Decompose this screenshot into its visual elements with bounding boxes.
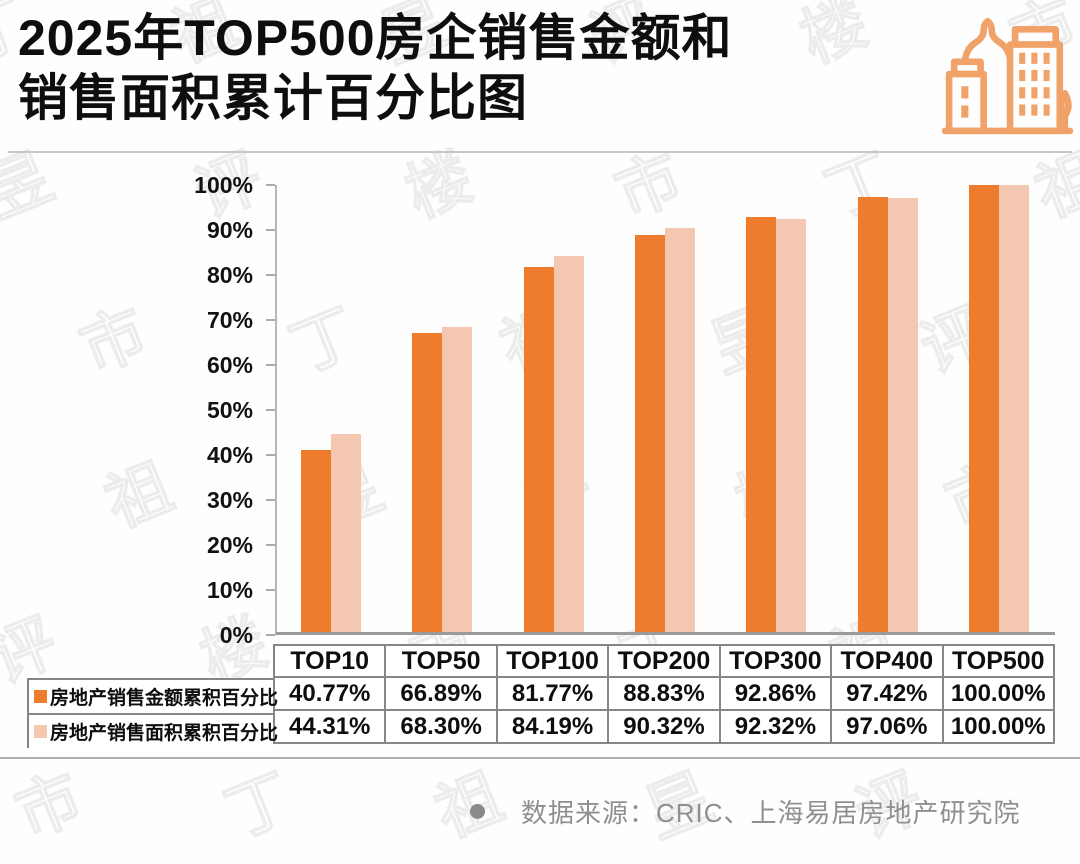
y-axis-tick-label: 30% xyxy=(206,487,253,513)
table-row: 44.31% 68.30% 84.19% 90.32% 92.32% 97.06% 100.… xyxy=(272,709,1056,744)
table-header-cell: TOP200 xyxy=(607,644,721,678)
bar-group-top10 xyxy=(275,185,386,632)
table-value-cell: 40.77% xyxy=(272,676,387,711)
plot-area xyxy=(275,185,1055,635)
y-axis-tick-label: 20% xyxy=(206,532,253,558)
y-axis-tick-mark xyxy=(266,364,275,366)
area-bar-top400 xyxy=(887,198,918,632)
header-divider xyxy=(8,151,1072,153)
bar-group-top300 xyxy=(721,185,832,632)
y-axis-tick-mark xyxy=(266,229,275,231)
table-value-cell: 90.32% xyxy=(607,709,721,744)
amount-bar-top200 xyxy=(634,234,665,632)
y-axis-tick-mark xyxy=(266,184,275,186)
legend-swatch-icon xyxy=(34,690,47,703)
table-value-cell: 97.42% xyxy=(830,676,944,711)
area-bar-top50 xyxy=(442,326,473,632)
amount-bar-top10 xyxy=(300,449,331,632)
table-value-cell: 100.00% xyxy=(941,676,1056,711)
y-axis-tick-label: 80% xyxy=(206,262,253,288)
table-header-cell: TOP300 xyxy=(718,644,833,678)
y-axis-tick-label: 40% xyxy=(206,442,253,468)
table-value-cell: 68.30% xyxy=(384,709,498,744)
table-value-cell: 44.31% xyxy=(272,709,387,744)
footer-divider xyxy=(0,757,1080,759)
table-header-cell: TOP500 xyxy=(941,644,1056,678)
y-axis-tick-mark xyxy=(266,589,275,591)
y-axis-tick-label: 70% xyxy=(206,307,253,333)
table-value-cell: 66.89% xyxy=(384,676,498,711)
y-axis-tick-mark xyxy=(266,544,275,546)
bar-group-top200 xyxy=(609,185,720,632)
y-axis-tick-mark xyxy=(266,499,275,501)
legend-row: 房地产销售金额累积百分比 xyxy=(29,680,278,713)
table-value-cell: 100.00% xyxy=(941,709,1056,744)
amount-bar-top400 xyxy=(857,196,888,632)
amount-bar-top500 xyxy=(969,185,1000,632)
bar-group-top400 xyxy=(832,185,943,632)
bar-group-top100 xyxy=(498,185,609,632)
y-axis-tick-label: 50% xyxy=(206,397,253,423)
legend-label: 房地产销售金额累积百分比 xyxy=(50,688,279,709)
y-axis-tick-mark xyxy=(266,274,275,276)
table-value-cell: 88.83% xyxy=(607,676,721,711)
legend-label: 房地产销售面积累积百分比 xyxy=(50,723,279,744)
amount-bar-top100 xyxy=(523,266,554,632)
table-value-cell: 97.06% xyxy=(830,709,944,744)
legend-swatch-icon xyxy=(34,725,47,738)
y-axis-tick-mark xyxy=(266,454,275,456)
area-bar-top100 xyxy=(553,255,584,632)
amount-bar-top50 xyxy=(412,333,443,632)
data-source-text: 数据来源：CRIC、上海易居房地产研究院 xyxy=(521,798,1021,828)
data-table: TOP10 TOP50 TOP100 TOP200 TOP300 TOP400 TOP500… xyxy=(272,644,1056,744)
y-axis-tick-label: 100% xyxy=(194,172,253,198)
table-value-cell: 92.32% xyxy=(718,709,833,744)
table-row: 40.77% 66.89% 81.77% 88.83% 92.86% 97.42% 100.… xyxy=(272,676,1056,711)
buildings-icon xyxy=(942,17,1074,135)
table-header-cell: TOP10 xyxy=(272,644,387,678)
bar-group-top50 xyxy=(386,185,497,632)
y-axis-tick-label: 90% xyxy=(206,217,253,243)
y-axis-tick-label: 60% xyxy=(206,352,253,378)
table-value-cell: 81.77% xyxy=(495,676,610,711)
table-header-cell: TOP100 xyxy=(495,644,610,678)
legend-row: 房地产销售面积累积百分比 xyxy=(29,713,278,748)
area-bar-top300 xyxy=(776,219,807,632)
footer: 数据来源：CRIC、上海易居房地产研究院 xyxy=(470,793,1021,830)
area-bar-top500 xyxy=(999,185,1030,632)
page-title: 2025年TOP500房企销售金额和 销售面积累计百分比图 xyxy=(18,8,733,128)
table-value-cell: 84.19% xyxy=(495,709,610,744)
y-axis-tick-label: 0% xyxy=(219,622,253,648)
table-header-cell: TOP50 xyxy=(384,644,498,678)
area-bar-top200 xyxy=(664,228,695,632)
table-header-cell: TOP400 xyxy=(830,644,944,678)
y-axis-tick-mark xyxy=(266,634,275,636)
y-axis-tick-mark xyxy=(266,319,275,321)
bar-group-top500 xyxy=(944,185,1055,632)
amount-bar-top300 xyxy=(746,216,777,632)
table-value-cell: 92.86% xyxy=(718,676,833,711)
area-bar-top10 xyxy=(330,433,361,632)
page-title-line1: 2025年TOP500房企销售金额和 xyxy=(18,10,733,66)
legend-box: 房地产销售金额累积百分比 房地产销售面积累积百分比 xyxy=(27,678,278,748)
page-title-line2: 销售面积累计百分比图 xyxy=(18,70,528,126)
y-axis-tick-mark xyxy=(266,409,275,411)
y-axis-tick-label: 10% xyxy=(206,577,253,603)
bullet-icon xyxy=(470,804,485,819)
